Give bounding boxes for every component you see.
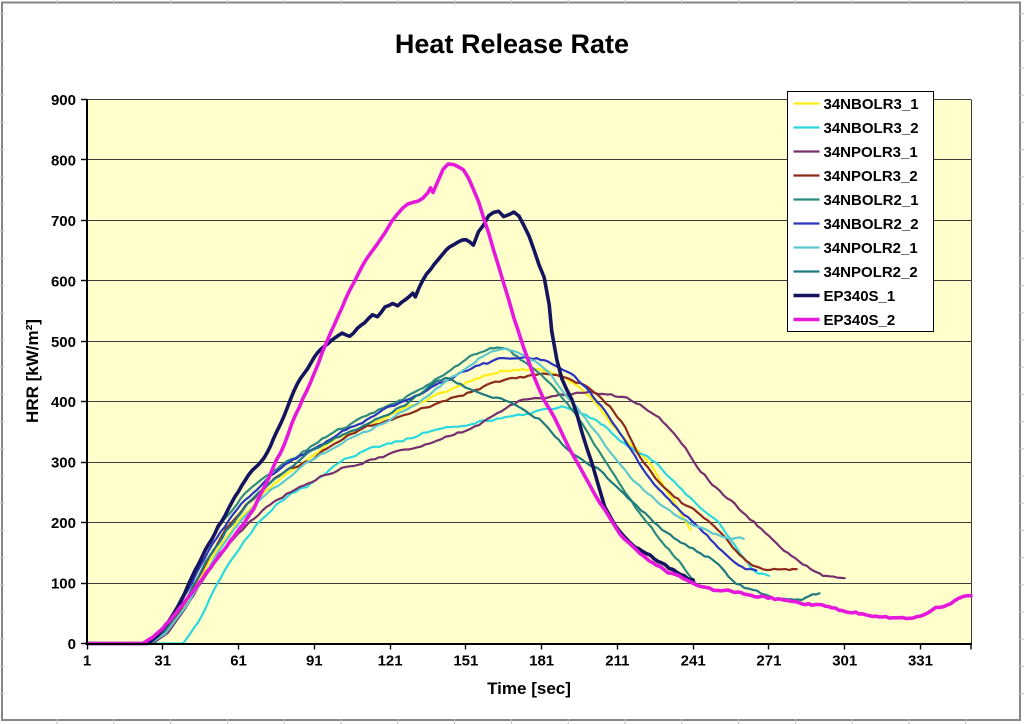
x-tick-label-241: 241 (681, 653, 706, 670)
y-tick-label-800: 800 (51, 152, 76, 169)
y-tick-label-400: 400 (51, 394, 76, 411)
x-tick-label-91: 91 (306, 653, 323, 670)
x-tick-label-151: 151 (453, 653, 478, 670)
y-tick-label-900: 900 (51, 92, 76, 109)
legend-label-34NBOLR2_1: 34NBOLR2_1 (824, 192, 919, 209)
y-tick-label-300: 300 (51, 455, 76, 472)
legend-item-34NPOLR3_2: 34NPOLR3_2 (793, 168, 918, 185)
axes: 0 100 200 300 400 500 600 700 800 900 1 31 61 91 121 15… (51, 92, 972, 670)
legend-label-34NPOLR3_2: 34NPOLR3_2 (824, 168, 918, 185)
y-tick-label-200: 200 (51, 515, 76, 532)
legend-label-34NBOLR3_1: 34NBOLR3_1 (824, 96, 919, 113)
legend-item-34NPOLR2_1: 34NPOLR2_1 (793, 240, 918, 257)
legend: 34NBOLR3_1 34NBOLR3_2 34NPOLR3_1 34NPOLR3_2… (787, 91, 934, 332)
y-tick-label-100: 100 (51, 576, 76, 593)
x-axis-title: Time [sec] (487, 679, 571, 698)
x-tick-label-331: 331 (908, 653, 933, 670)
legend-item-34NBOLR2_1: 34NBOLR2_1 (793, 192, 919, 209)
series-lines (85, 162, 973, 646)
x-tick-label-61: 61 (230, 653, 247, 670)
legend-label-34NBOLR2_2: 34NBOLR2_2 (824, 216, 919, 233)
y-tick-label-700: 700 (51, 213, 76, 230)
y-tick-label-500: 500 (51, 334, 76, 351)
legend-box (787, 91, 934, 332)
x-tick-label-271: 271 (756, 653, 781, 670)
legend-item-34NBOLR3_1: 34NBOLR3_1 (793, 96, 919, 113)
series-line-34NBOLR3_1 (85, 367, 692, 645)
chart-title: Heat Release Rate (395, 29, 629, 59)
series-line-34NPOLR2_2 (85, 376, 821, 645)
legend-item-EP340S_1: EP340S_1 (793, 288, 896, 305)
legend-item-34NPOLR2_2: 34NPOLR2_2 (793, 264, 918, 281)
y-axis-title: HRR [kW/m²] (23, 319, 42, 423)
legend-label-34NPOLR2_1: 34NPOLR2_1 (824, 240, 918, 257)
x-tick-label-301: 301 (832, 653, 857, 670)
legend-item-34NPOLR3_1: 34NPOLR3_1 (793, 144, 918, 161)
x-tick-label-121: 121 (378, 653, 403, 670)
series-line-EP340S_2 (85, 162, 973, 646)
series-line-EP340S_1 (85, 209, 696, 646)
legend-label-EP340S_2: EP340S_2 (824, 312, 896, 329)
legend-item-34NBOLR2_2: 34NBOLR2_2 (793, 216, 919, 233)
series-line-34NBOLR3_2 (85, 405, 771, 645)
legend-item-EP340S_2: EP340S_2 (793, 312, 896, 329)
x-tick-label-181: 181 (529, 653, 554, 670)
x-tick-label-211: 211 (605, 653, 629, 670)
y-tick-label-0: 0 (68, 636, 76, 653)
legend-label-34NPOLR3_1: 34NPOLR3_1 (824, 144, 918, 161)
legend-item-34NBOLR3_2: 34NBOLR3_2 (793, 120, 919, 137)
series-line-34NBOLR2_2 (85, 356, 758, 645)
y-tick-label-600: 600 (51, 273, 76, 290)
legend-label-34NBOLR3_2: 34NBOLR3_2 (824, 120, 919, 137)
legend-label-EP340S_1: EP340S_1 (824, 288, 896, 305)
x-tick-label-1: 1 (83, 653, 91, 670)
x-tick-label-31: 31 (154, 653, 171, 670)
legend-label-34NPOLR2_2: 34NPOLR2_2 (824, 264, 918, 281)
